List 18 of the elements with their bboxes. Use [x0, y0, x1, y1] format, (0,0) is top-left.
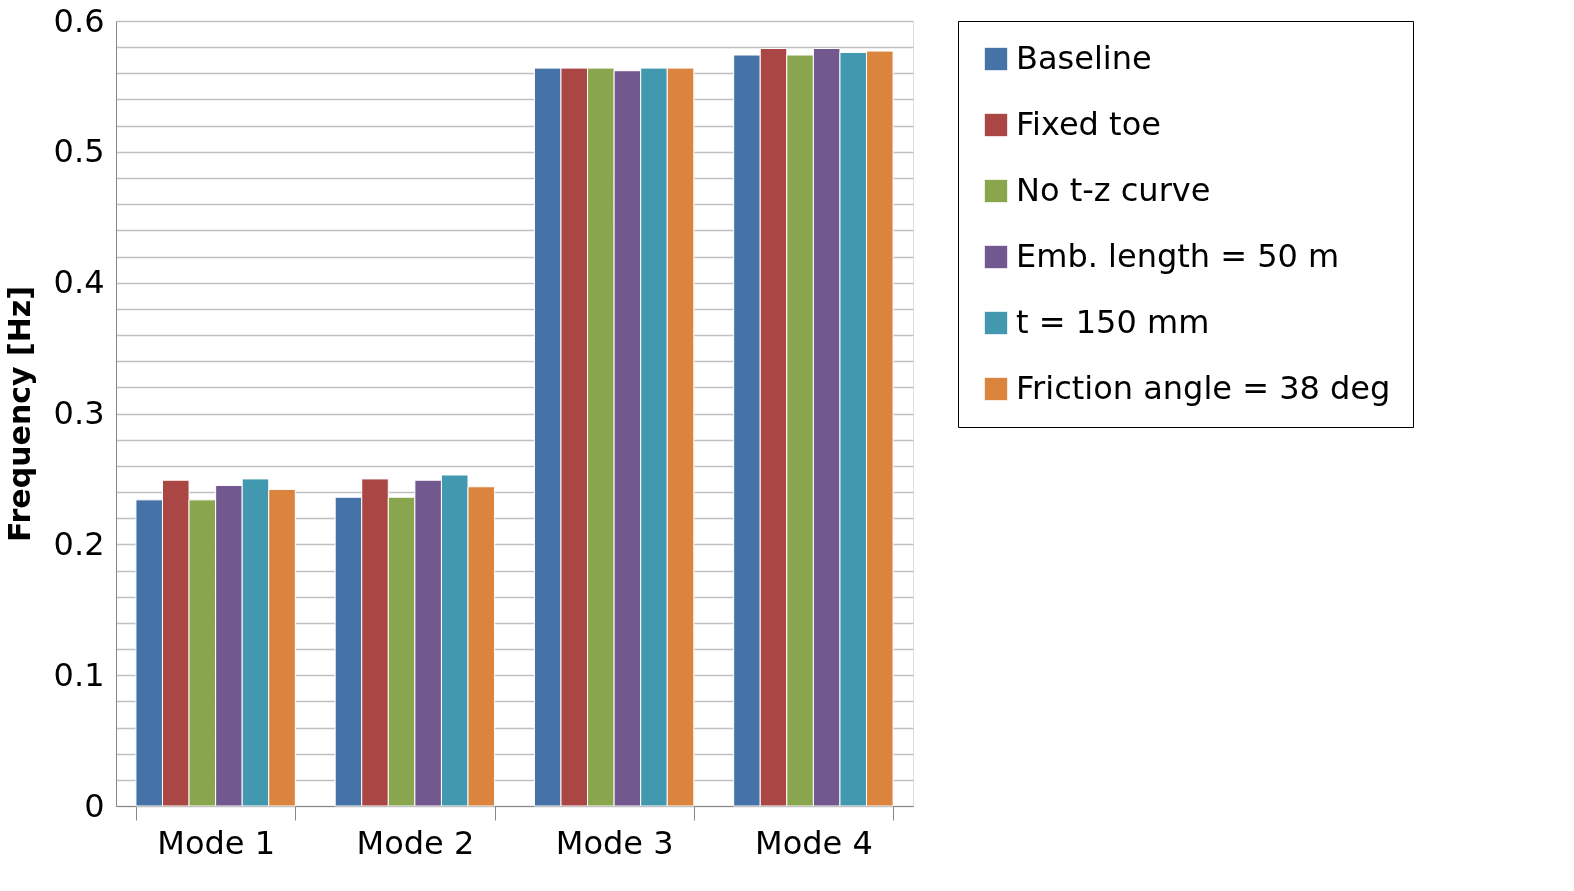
legend-label: t = 150 mm: [1016, 303, 1210, 341]
x-tick-label: Mode 4: [755, 823, 873, 862]
y-tick-label: 0.4: [53, 263, 105, 302]
y-tick-label: 0.3: [53, 394, 105, 432]
legend-label: Fixed toe: [1016, 105, 1161, 143]
y-tick-label: 0.5: [53, 132, 105, 171]
legend-label: Friction angle = 38 deg: [1016, 369, 1391, 407]
y-tick-label: 0.1: [53, 655, 105, 694]
legend-label: Emb. length = 50 m: [1016, 237, 1340, 275]
x-tick-label: Mode 3: [555, 823, 674, 862]
y-tick-label: 0: [84, 786, 105, 825]
y-tick-label: 0.6: [53, 1, 105, 40]
x-tick-label: Mode 1: [157, 823, 275, 862]
y-axis-title: Frequency [Hz]: [1, 285, 37, 543]
y-tick-label: 0.2: [53, 524, 105, 563]
legend-label: Baseline: [1016, 39, 1152, 77]
x-tick-label: Mode 2: [356, 823, 475, 862]
legend-label: No t-z curve: [1016, 171, 1211, 209]
